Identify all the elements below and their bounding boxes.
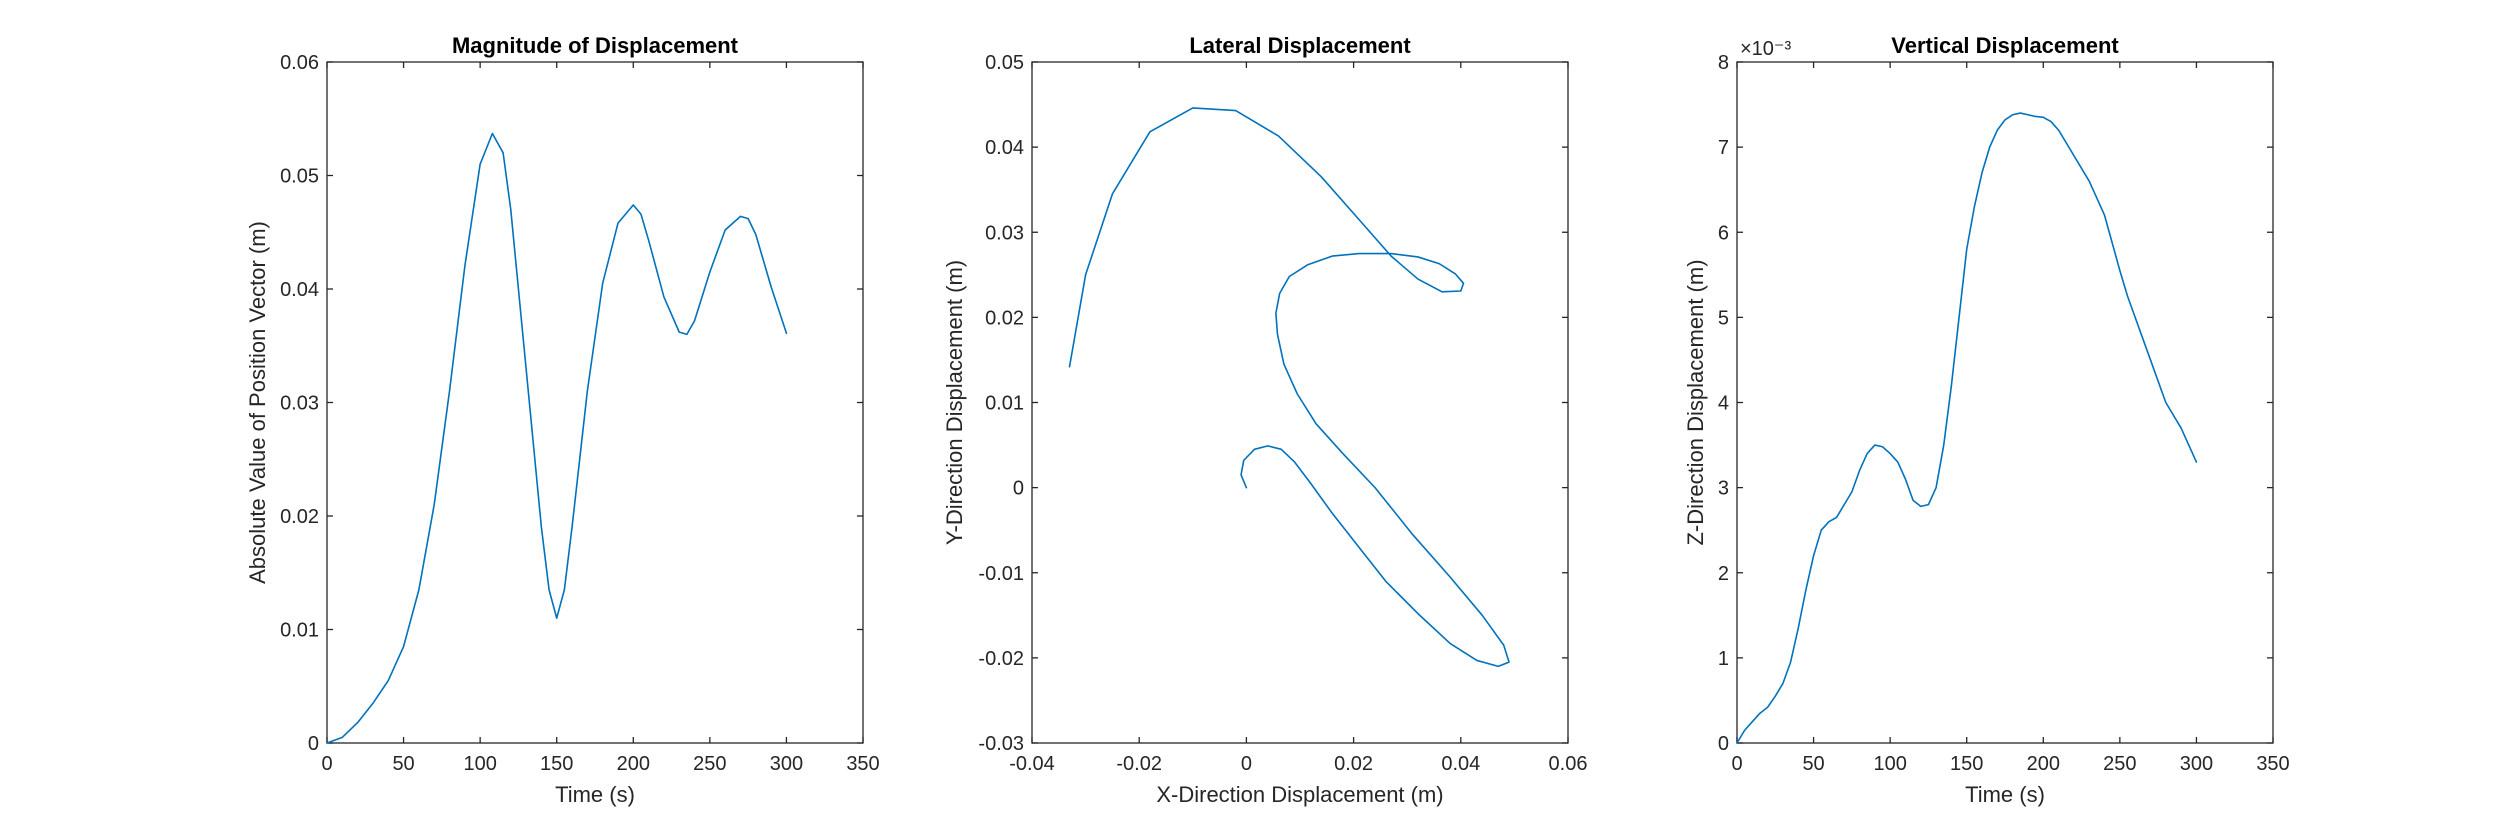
- x-tick-label: 100: [1873, 753, 1906, 775]
- y-tick-label: 0.01: [985, 393, 1024, 415]
- y-tick-label: 4: [1718, 393, 1729, 415]
- x-tick-label: 0.06: [1549, 753, 1588, 775]
- x-tick-label: 50: [392, 753, 414, 775]
- y-tick-label: 0.04: [280, 279, 319, 301]
- y-tick-label: -0.01: [978, 563, 1024, 585]
- x-tick-label: 200: [617, 753, 650, 775]
- x-axis-ticks: 0 50 100 150 200 250 300 350: [1731, 62, 2290, 775]
- x-axis-label: Time (s): [1965, 782, 2045, 807]
- y-axis-ticks: -0.03 -0.02 -0.01 0 0.01 0.02 0.03 0.04 0.05: [978, 52, 1568, 755]
- y-axis-ticks: 0 1 2 3 4 5 6 7 8: [1718, 52, 2273, 755]
- plot-area-frame: [326, 61, 864, 744]
- x-tick-label: -0.04: [1009, 753, 1055, 775]
- vertical-displacement-line: [1736, 112, 2198, 744]
- x-tick-label: -0.02: [1116, 753, 1162, 775]
- y-axis-label: Absolute Value of Position Vector (m): [245, 221, 270, 584]
- y-axis-ticks: 0 0.01 0.02 0.03 0.04 0.05 0.06: [280, 52, 863, 755]
- panel-title: Magnitude of Displacement: [452, 33, 739, 58]
- x-tick-label: 150: [1950, 753, 1983, 775]
- x-tick-label: 350: [846, 753, 879, 775]
- x-tick-label: 250: [693, 753, 726, 775]
- x-tick-label: 250: [2103, 753, 2136, 775]
- y-tick-label: 1: [1718, 648, 1729, 670]
- x-tick-label: 350: [2256, 753, 2289, 775]
- y-tick-label: 0.02: [280, 506, 319, 528]
- y-tick-label: 0.04: [985, 137, 1024, 159]
- panel-title: Vertical Displacement: [1891, 33, 2119, 58]
- x-tick-label: 0.02: [1334, 753, 1373, 775]
- y-tick-label: 0.05: [985, 52, 1024, 74]
- plot-area-frame: [1031, 61, 1569, 744]
- y-tick-label: -0.02: [978, 648, 1024, 670]
- x-axis-ticks: 0 50 100 150 200 250 300 350: [321, 62, 880, 775]
- x-tick-label: 0: [1731, 753, 1742, 775]
- x-axis-ticks: -0.04 -0.02 0 0.02 0.04 0.06: [1009, 62, 1587, 775]
- y-tick-label: 2: [1718, 563, 1729, 585]
- x-tick-label: 0.04: [1441, 753, 1480, 775]
- y-tick-label: 0.01: [280, 620, 319, 642]
- y-tick-label: 0: [308, 733, 319, 755]
- plot-area-frame: [1736, 61, 2274, 744]
- y-tick-label: 0.05: [280, 166, 319, 188]
- y-tick-label: 8: [1718, 52, 1729, 74]
- displacement-magnitude-line: [326, 132, 788, 744]
- y-tick-label: 0.06: [280, 52, 319, 74]
- y-tick-label: -0.03: [978, 733, 1024, 755]
- x-tick-label: 300: [770, 753, 803, 775]
- y-tick-label: 0: [1718, 733, 1729, 755]
- x-tick-label: 50: [1802, 753, 1824, 775]
- vertical-panel: Vertical Displacement 0 50 100 150 200 250 300…: [1683, 33, 2290, 807]
- y-axis-label: Z-Direction Displacement (m): [1683, 259, 1708, 545]
- x-tick-label: 150: [540, 753, 573, 775]
- y-tick-label: 0.03: [280, 393, 319, 415]
- x-tick-label: 0: [1241, 753, 1252, 775]
- y-tick-label: 3: [1718, 478, 1729, 500]
- y-tick-label: 0.03: [985, 222, 1024, 244]
- y-tick-label: 0.02: [985, 307, 1024, 329]
- x-axis-label: Time (s): [555, 782, 635, 807]
- lateral-panel: Lateral Displacement -0.04 -0.02 0 0.02 0.04…: [942, 33, 1587, 807]
- panel-title: Lateral Displacement: [1189, 33, 1411, 58]
- axis-exponent-label: ×10⁻³: [1740, 38, 1791, 60]
- x-tick-label: 0: [321, 753, 332, 775]
- x-tick-label: 200: [2027, 753, 2060, 775]
- y-axis-label: Y-Direction Displacement (m): [942, 260, 967, 545]
- y-tick-label: 5: [1718, 307, 1729, 329]
- lateral-trajectory-line: [1068, 107, 1510, 668]
- x-axis-label: X-Direction Displacement (m): [1156, 782, 1443, 807]
- x-tick-label: 100: [463, 753, 496, 775]
- y-tick-label: 6: [1718, 222, 1729, 244]
- x-tick-label: 300: [2180, 753, 2213, 775]
- magnitude-panel: Magnitude of Displacement 0 50 100 150 200 25…: [245, 33, 880, 807]
- y-tick-label: 7: [1718, 137, 1729, 159]
- y-tick-label: 0: [1013, 478, 1024, 500]
